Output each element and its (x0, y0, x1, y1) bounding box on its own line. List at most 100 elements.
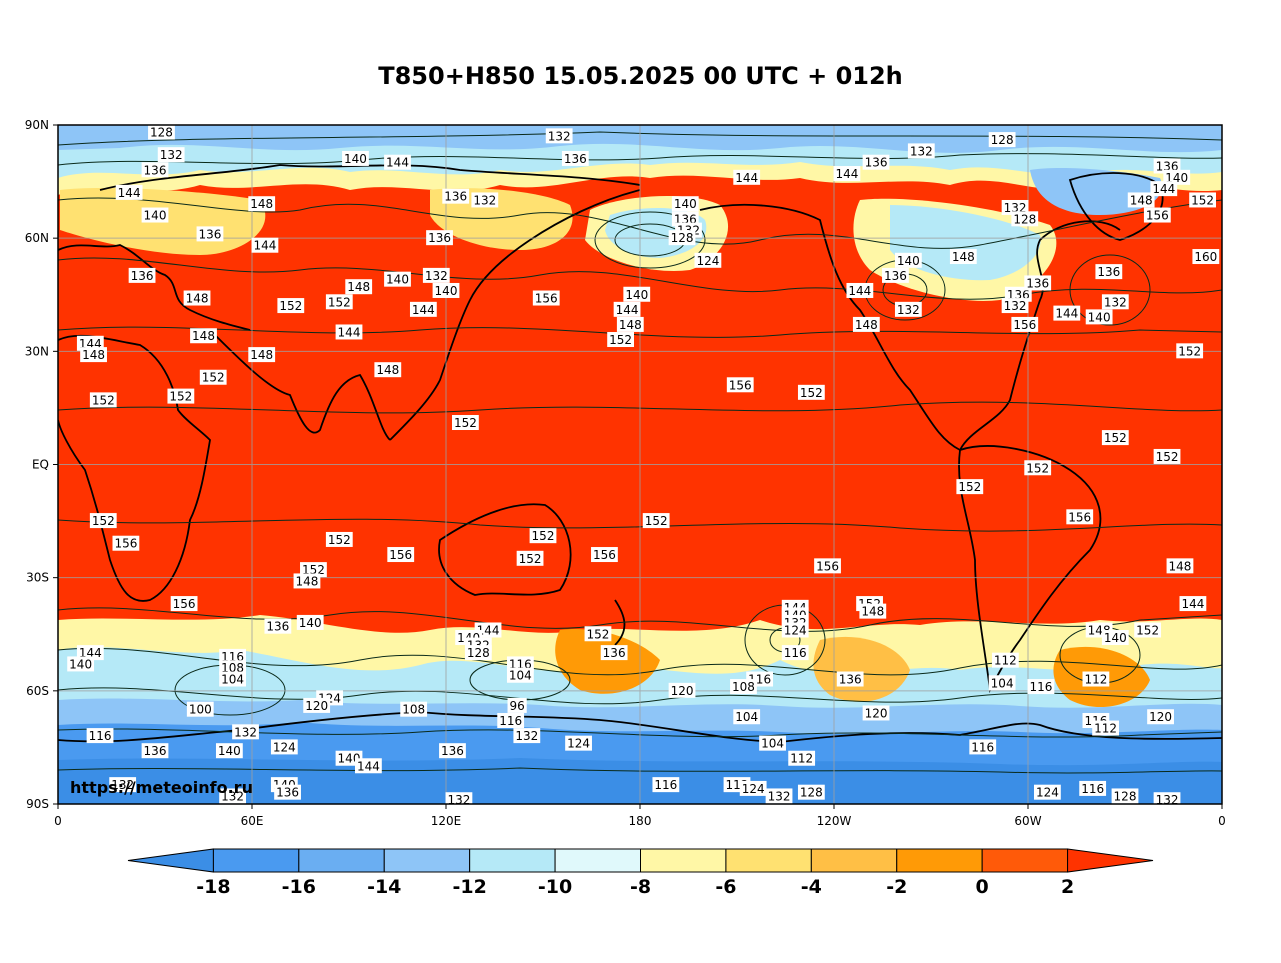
contour-label-text: 136 (199, 227, 222, 241)
contour-label: 152 (607, 332, 634, 348)
contour-label: 148 (852, 316, 880, 332)
contour-label: 128 (1111, 788, 1139, 804)
contour-label-bg (355, 758, 382, 774)
contour-label-bg (797, 384, 825, 400)
contour-label: 152 (277, 298, 305, 314)
lon-tick-label: 60E (241, 814, 264, 828)
contour-label-bg (445, 792, 473, 804)
contour-label-text: 144 (253, 239, 276, 253)
contour-line (58, 257, 1222, 300)
contour-label-text: 132 (768, 789, 791, 803)
lon-tick-label: 0 (1218, 814, 1226, 828)
contour-label-bg (859, 603, 887, 619)
contour-label-text: 132 (473, 193, 496, 207)
contour-label-text: 148 (376, 363, 399, 377)
contour-label: 144 (833, 166, 861, 182)
contour-label-text: 144 (118, 186, 141, 200)
contour-label-bg (1147, 709, 1174, 725)
contour-label-text: 116 (1029, 680, 1052, 694)
contour-label: 136 (882, 267, 909, 283)
contour-label: 136 (141, 743, 169, 759)
contour-label: 152 (325, 294, 353, 310)
contour-label-text: 144 (1181, 597, 1204, 611)
contour-label: 136 (862, 154, 890, 170)
contour-label-text: 136 (131, 269, 154, 283)
contour-label-text: 108 (402, 703, 425, 717)
contour-label-text: 116 (654, 778, 677, 792)
contour-label-bg (1153, 158, 1181, 174)
colorbar-tick-label: -2 (886, 876, 907, 898)
contour-label: 124 (270, 739, 298, 755)
contour-label-bg (384, 271, 411, 287)
contour-label: 132 (765, 788, 793, 804)
contour-label-text: 136 (276, 786, 299, 800)
contour-label: 136 (561, 150, 589, 166)
contour-label-text: 104 (761, 737, 784, 751)
coast-arabia-india (209, 329, 391, 441)
contour-label-text: 140 (386, 273, 409, 287)
contour-line (58, 518, 1222, 532)
contour-label: 152 (1176, 343, 1204, 359)
colorbar-segment (810, 848, 898, 873)
contour-label-text: 140 (1104, 631, 1127, 645)
contour-label-text: 132 (425, 269, 448, 283)
contour-label-bg (190, 328, 217, 344)
contour-label-text: 128 (1013, 212, 1036, 226)
contour-label: 116 (1079, 780, 1107, 796)
contour-label: 152 (1189, 192, 1216, 208)
contour-label-bg (668, 682, 696, 698)
contour-label-bg (600, 645, 628, 661)
contour-label-text: 148 (186, 292, 209, 306)
contour-label-bg (506, 656, 534, 672)
contour-label: 116 (969, 739, 997, 755)
contour-label-bg (1189, 192, 1216, 208)
contour-label: 152 (1153, 448, 1181, 464)
contour-label-text: 136 (266, 620, 289, 634)
contour-label: 148 (248, 347, 276, 363)
contour-label-bg (196, 226, 224, 242)
colorbar-tick-label: -16 (282, 876, 316, 898)
contour-label-text: 152 (92, 393, 115, 407)
contour-label-bg (507, 697, 527, 713)
contour-label-bg (694, 252, 722, 268)
contour-label: 136 (1095, 264, 1123, 280)
contour-label: 136 (600, 645, 628, 661)
contour-label-bg (442, 188, 470, 204)
contour-label: 148 (183, 290, 211, 306)
contour-label-bg (949, 249, 977, 265)
contour-label-bg (1101, 294, 1129, 310)
contour-label: 136 (274, 784, 301, 800)
contour-label-text: 100 (189, 703, 212, 717)
contour-label-bg (89, 392, 117, 408)
contour-label: 128 (1011, 211, 1039, 227)
contour-label-text: 136 (441, 744, 464, 758)
contour-label-bg (387, 547, 415, 563)
contour-label: 96 (507, 697, 527, 713)
contour-label-text: 156 (1146, 209, 1169, 223)
contour-label-bg (956, 479, 984, 495)
colorbar: -18 -16 -14 -12 -10 -8 -6 -4 -2 0 2 (127, 848, 1154, 898)
contour-label-text: 120 (1149, 710, 1172, 724)
contour-label: 148 (293, 573, 321, 589)
contour-label-text: 112 (1094, 722, 1117, 736)
contour-line (58, 401, 1222, 414)
contour-label-bg (400, 701, 428, 717)
colorbar-tick-label: -18 (196, 876, 230, 898)
contour-label-text: 132 (897, 303, 920, 317)
contour-label-bg (788, 750, 816, 766)
contour-label-text: 152 (1104, 431, 1127, 445)
contour-label: 132 (1153, 792, 1181, 804)
contour-label-bg (1053, 305, 1081, 321)
contour-label-text: 152 (169, 390, 192, 404)
contour-label: 104 (988, 675, 1016, 691)
contour-label-bg (1024, 460, 1052, 476)
lat-tick-label: 60N (25, 231, 49, 245)
contour-label: 152 (199, 369, 227, 385)
contour-label-text: 144 (835, 167, 858, 181)
contour-label: 148 (374, 362, 402, 378)
contour-label-bg (296, 614, 324, 630)
lat-tick-label: EQ (32, 458, 49, 472)
contour-label: 156 (532, 290, 560, 306)
contour-label: 100 (186, 701, 214, 717)
contour-label-bg (232, 724, 259, 740)
